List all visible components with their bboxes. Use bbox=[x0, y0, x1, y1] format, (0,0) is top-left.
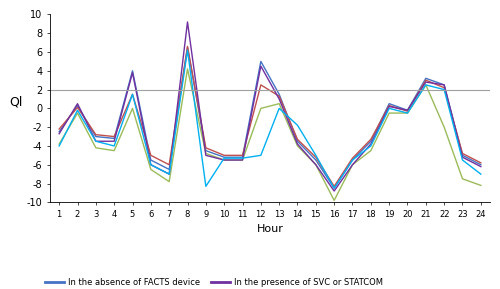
X-axis label: Hour: Hour bbox=[256, 225, 283, 234]
Legend: In the absence of FACTS device, In the presence of SSSC or UPFC, In the presence: In the absence of FACTS device, In the p… bbox=[46, 278, 383, 289]
Y-axis label: Ql: Ql bbox=[9, 95, 22, 108]
